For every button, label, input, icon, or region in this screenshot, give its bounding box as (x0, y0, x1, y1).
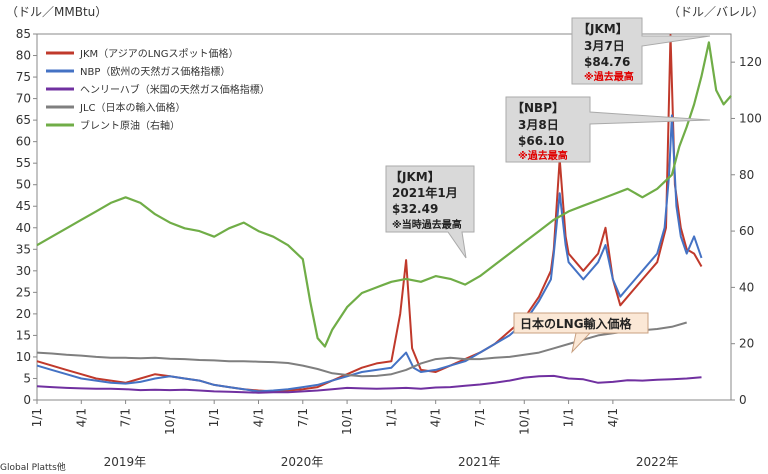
left-tick-label: 70 (16, 92, 31, 106)
right-tick-label: 20 (739, 337, 754, 351)
left-tick-label: 60 (16, 135, 31, 149)
x-tick-label: 10/1 (517, 408, 531, 435)
x-tick-label: 7/1 (119, 408, 133, 427)
callout-jkm-jan-date: 2021年1月 (392, 185, 458, 200)
x-tick-label: 1/1 (384, 408, 398, 427)
x-tick-label: 10/1 (163, 408, 177, 435)
year-label: 2019年 (104, 455, 147, 469)
legend-label: JLC（日本の輸入価格） (79, 101, 186, 114)
x-tick-label: 4/1 (251, 408, 265, 427)
series-line-2 (36, 374, 702, 394)
right-tick-label: 0 (739, 393, 747, 407)
left-tick-label: 30 (16, 264, 31, 278)
left-tick-label: 10 (16, 350, 31, 364)
left-tick-label: 80 (16, 49, 31, 63)
plot-area (36, 33, 732, 401)
right-tick-label: 120 (739, 55, 762, 69)
right-axis: 0 20 40 60 80 100 120 (731, 55, 762, 407)
left-tick-label: 15 (16, 328, 31, 342)
x-tick-label: 7/1 (473, 408, 487, 427)
callout-nbp-value: $66.10 (518, 134, 564, 148)
callout-jkm-march-note: ※過去最高 (584, 70, 634, 83)
legend-label: ヘンリーハブ（米国の天然ガス価格指標） (80, 83, 270, 96)
callout-jkm-jan-note: ※当時過去最高 (392, 218, 462, 231)
callout-jkm-jan-title: 【JKM】 (390, 169, 440, 184)
left-tick-label: 25 (16, 285, 31, 299)
right-tick-label: 100 (739, 111, 762, 125)
left-tick-label: 85 (16, 27, 31, 41)
x-tick-label: 1/1 (562, 408, 576, 427)
callout-jkm-march-title: 【JKM】 (578, 21, 628, 36)
x-tick-label: 1/1 (30, 408, 44, 427)
callout-jkm-march: 【JKM】 3月7日 $84.76 ※過去最高 (571, 17, 711, 85)
left-axis: 0 5 10 15 20 25 30 35 40 45 50 55 60 65 70 75 80 85 (16, 27, 37, 407)
callout-jkm-jan2021: 【JKM】 2021年1月 $32.49 ※当時過去最高 (385, 165, 475, 259)
series-line-1 (36, 114, 703, 393)
left-tick-label: 55 (16, 156, 31, 170)
x-tick-label: 7/1 (296, 408, 310, 427)
left-tick-label: 5 (23, 371, 31, 385)
callout-jkm-march-value: $84.76 (584, 55, 630, 69)
legend-label: NBP（欧州の天然ガス価格指標） (80, 65, 230, 78)
left-tick-label: 40 (16, 221, 31, 235)
callout-nbp-note: ※過去最高 (518, 149, 568, 162)
left-tick-label: 45 (16, 199, 31, 213)
callout-nbp-date: 3月8日 (518, 118, 559, 132)
year-label: 2021年 (458, 455, 501, 469)
callout-nbp-march: 【NBP】 3月8日 $66.10 ※過去最高 (505, 96, 711, 163)
series-line-4 (36, 41, 732, 348)
x-axis: 1/1 4/1 7/1 10/1 1/1 4/1 7/1 10/1 1/1 4/1 7/1 10/1 1… (30, 400, 620, 435)
callout-jkm-jan-value: $32.49 (392, 202, 438, 216)
x-tick-label: 4/1 (606, 408, 620, 427)
annotation-japan-lng: 日本のLNG輸入価格 (513, 312, 649, 354)
callout-nbp-title: 【NBP】 (512, 100, 564, 115)
right-tick-label: 60 (739, 224, 754, 238)
left-axis-unit: （ドル／MMBtu） (6, 5, 107, 19)
left-tick-label: 75 (16, 70, 31, 84)
left-tick-label: 35 (16, 242, 31, 256)
left-tick-label: 0 (23, 393, 31, 407)
right-tick-label: 80 (739, 168, 754, 182)
x-tick-label: 1/1 (207, 408, 221, 427)
left-tick-label: 65 (16, 113, 31, 127)
right-axis-unit: （ドル／バレル） (668, 5, 764, 19)
x-tick-label: 10/1 (340, 408, 354, 435)
year-labels: 2019年 2020年 2021年 2022年 (104, 455, 679, 469)
x-tick-label: 4/1 (74, 408, 88, 427)
year-label: 2020年 (281, 455, 324, 469)
legend: JKM（アジアのLNGスポット価格） NBP（欧州の天然ガス価格指標） ヘンリーハブ… (46, 47, 270, 132)
left-tick-label: 50 (16, 178, 31, 192)
legend-label: ブレント原油（右軸） (80, 119, 180, 132)
legend-label: JKM（アジアのLNGスポット価格） (79, 47, 239, 60)
series-lines (36, 34, 732, 394)
callout-jkm-march-date: 3月7日 (584, 39, 625, 53)
source-note: Global Platts他 (0, 461, 66, 473)
annotation-japan-lng-text: 日本のLNG輸入価格 (520, 316, 633, 331)
left-tick-label: 20 (16, 307, 31, 321)
x-tick-label: 4/1 (429, 408, 443, 427)
year-label: 2022年 (636, 455, 679, 469)
right-tick-label: 40 (739, 280, 754, 294)
